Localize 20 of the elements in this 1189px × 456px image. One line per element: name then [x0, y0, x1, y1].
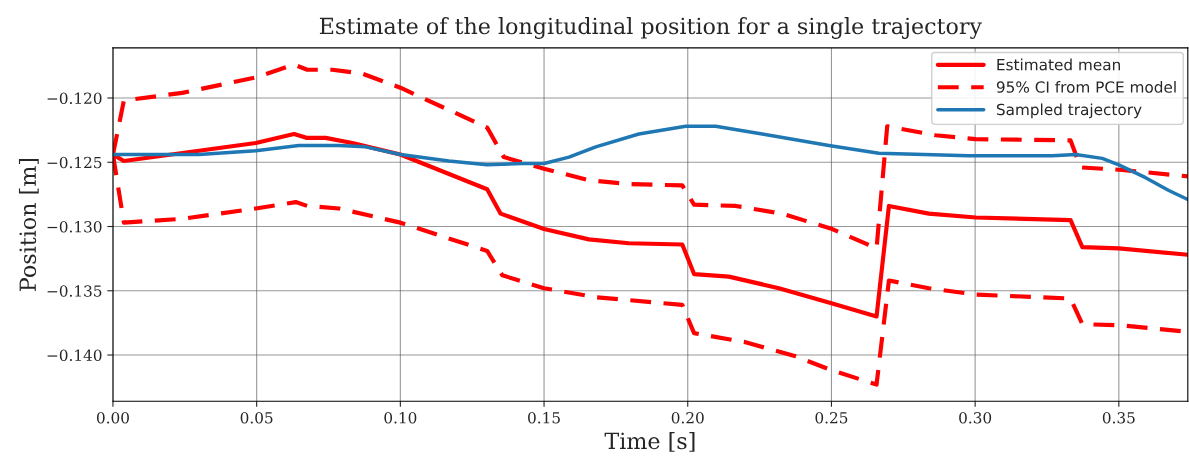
x-axis-title: Time [s] [604, 432, 695, 452]
x-tick-label: 0.05 [240, 411, 273, 424]
y-tick-label: −0.120 [47, 92, 102, 105]
x-tick-label: 0.35 [1102, 411, 1135, 424]
line-series [112, 124, 1188, 202]
y-tick-label: −0.135 [47, 285, 102, 297]
legend-label: Sampled trajectory [996, 103, 1142, 119]
x-tick-label: 0.10 [384, 411, 417, 424]
y-tick-label: −0.140 [47, 349, 102, 362]
x-tick-label: 0.00 [96, 411, 129, 424]
y-axis-title: Position [m] [18, 158, 39, 291]
x-tick-label: 0.30 [959, 411, 992, 424]
y-tick-label: −0.125 [47, 156, 102, 169]
y-tick-label: −0.130 [47, 220, 102, 233]
x-tick-label: 0.20 [671, 411, 704, 424]
legend-label: Estimated mean [997, 58, 1120, 71]
x-tick-label: 0.25 [815, 411, 848, 424]
x-tick-label: 0.15 [528, 411, 560, 424]
legend-label: 95% CI from PCE model [996, 81, 1176, 93]
chart-title: Estimate of the longitudinal position for a single trajectory [319, 17, 982, 39]
